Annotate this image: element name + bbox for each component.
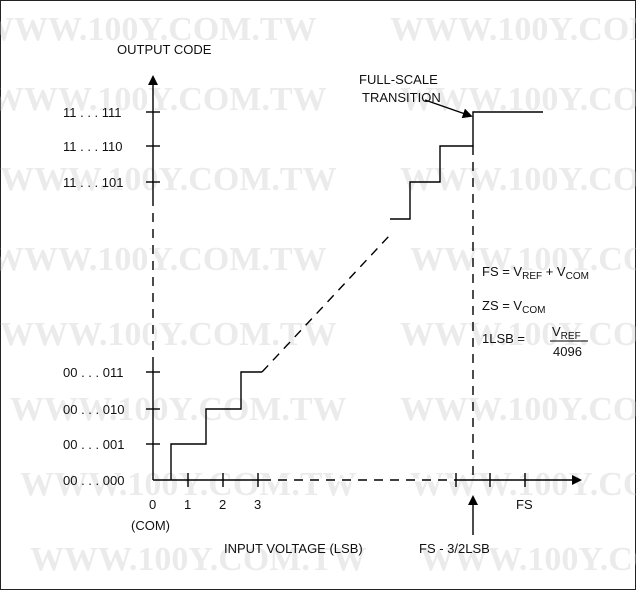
lower-staircase bbox=[170, 371, 262, 480]
x-ticks: 0 1 2 3 FS (COM) bbox=[131, 473, 533, 533]
y-tick-label: 11 . . . 101 bbox=[63, 175, 123, 190]
svg-text:WWW.100Y.COM.TW: WWW.100Y.COM.TW bbox=[0, 11, 317, 48]
y-tick-label: 00 . . . 011 bbox=[63, 365, 123, 380]
y-ticks: 11 . . . 111 11 . . . 110 11 . . . 101 0… bbox=[63, 105, 160, 488]
y-tick-label: 00 . . . 000 bbox=[63, 473, 124, 488]
lsb-numerator: VREF bbox=[552, 324, 581, 342]
svg-text:WWW.100Y.COM.TW: WWW.100Y.COM.TW bbox=[390, 11, 636, 48]
x-tick-label: 2 bbox=[219, 497, 226, 512]
x-axis-title: INPUT VOLTAGE (LSB) bbox=[224, 541, 363, 556]
x-tick-label: FS bbox=[516, 497, 533, 512]
y-axis-title: OUTPUT CODE bbox=[117, 42, 212, 57]
svg-text:WWW.100Y.COM.TW: WWW.100Y.COM.TW bbox=[0, 81, 327, 118]
equations: FS = VREF + VCOM ZS = VCOM 1LSB = VREF 4… bbox=[482, 264, 589, 359]
upper-staircase bbox=[390, 111, 543, 220]
svg-text:WWW.100Y.COM.TW: WWW.100Y.COM.TW bbox=[400, 316, 636, 353]
watermark: WWW.100Y.COM.TW WWW.100Y.COM.TW WWW.100Y… bbox=[0, 11, 636, 578]
x-tick-label: 3 bbox=[254, 497, 261, 512]
svg-text:WWW.100Y.COM.TW: WWW.100Y.COM.TW bbox=[10, 391, 347, 428]
svg-text:WWW.100Y.COM.TW: WWW.100Y.COM.TW bbox=[410, 466, 636, 503]
svg-text:WWW.100Y.COM.TW: WWW.100Y.COM.TW bbox=[0, 316, 337, 353]
svg-text:WWW.100Y.COM.TW: WWW.100Y.COM.TW bbox=[400, 161, 636, 198]
svg-text:WWW.100Y.COM.TW: WWW.100Y.COM.TW bbox=[0, 241, 327, 278]
y-tick-label: 00 . . . 001 bbox=[63, 437, 124, 452]
y-tick-label: 11 . . . 110 bbox=[63, 139, 123, 154]
x-tick-label: 0 bbox=[149, 497, 156, 512]
x-tick-label: 1 bbox=[184, 497, 191, 512]
y-tick-label: 11 . . . 111 bbox=[63, 105, 122, 120]
fullscale-label-line2: TRANSITION bbox=[362, 90, 441, 105]
fs-equation: FS = VREF + VCOM bbox=[482, 264, 589, 282]
y-tick-label: 00 . . . 010 bbox=[63, 402, 124, 417]
fullscale-label-line1: FULL-SCALE bbox=[359, 72, 438, 87]
lsb-denominator: 4096 bbox=[553, 344, 582, 359]
svg-text:WWW.100Y.COM.TW: WWW.100Y.COM.TW bbox=[0, 161, 337, 198]
fullscale-arrow bbox=[424, 99, 473, 119]
x-origin-sublabel: (COM) bbox=[131, 518, 170, 533]
svg-text:WWW.100Y.COM.TW: WWW.100Y.COM.TW bbox=[400, 391, 636, 428]
fs-minus-label: FS - 3/2LSB bbox=[419, 541, 490, 556]
lsb-equation-lhs: 1LSB = bbox=[482, 331, 525, 346]
svg-text:WWW.100Y.COM.TW: WWW.100Y.COM.TW bbox=[410, 241, 636, 278]
svg-text:WWW.100Y.COM.TW: WWW.100Y.COM.TW bbox=[420, 541, 636, 578]
zs-equation: ZS = VCOM bbox=[482, 298, 545, 316]
svg-text:WWW.100Y.COM.TW: WWW.100Y.COM.TW bbox=[30, 541, 367, 578]
